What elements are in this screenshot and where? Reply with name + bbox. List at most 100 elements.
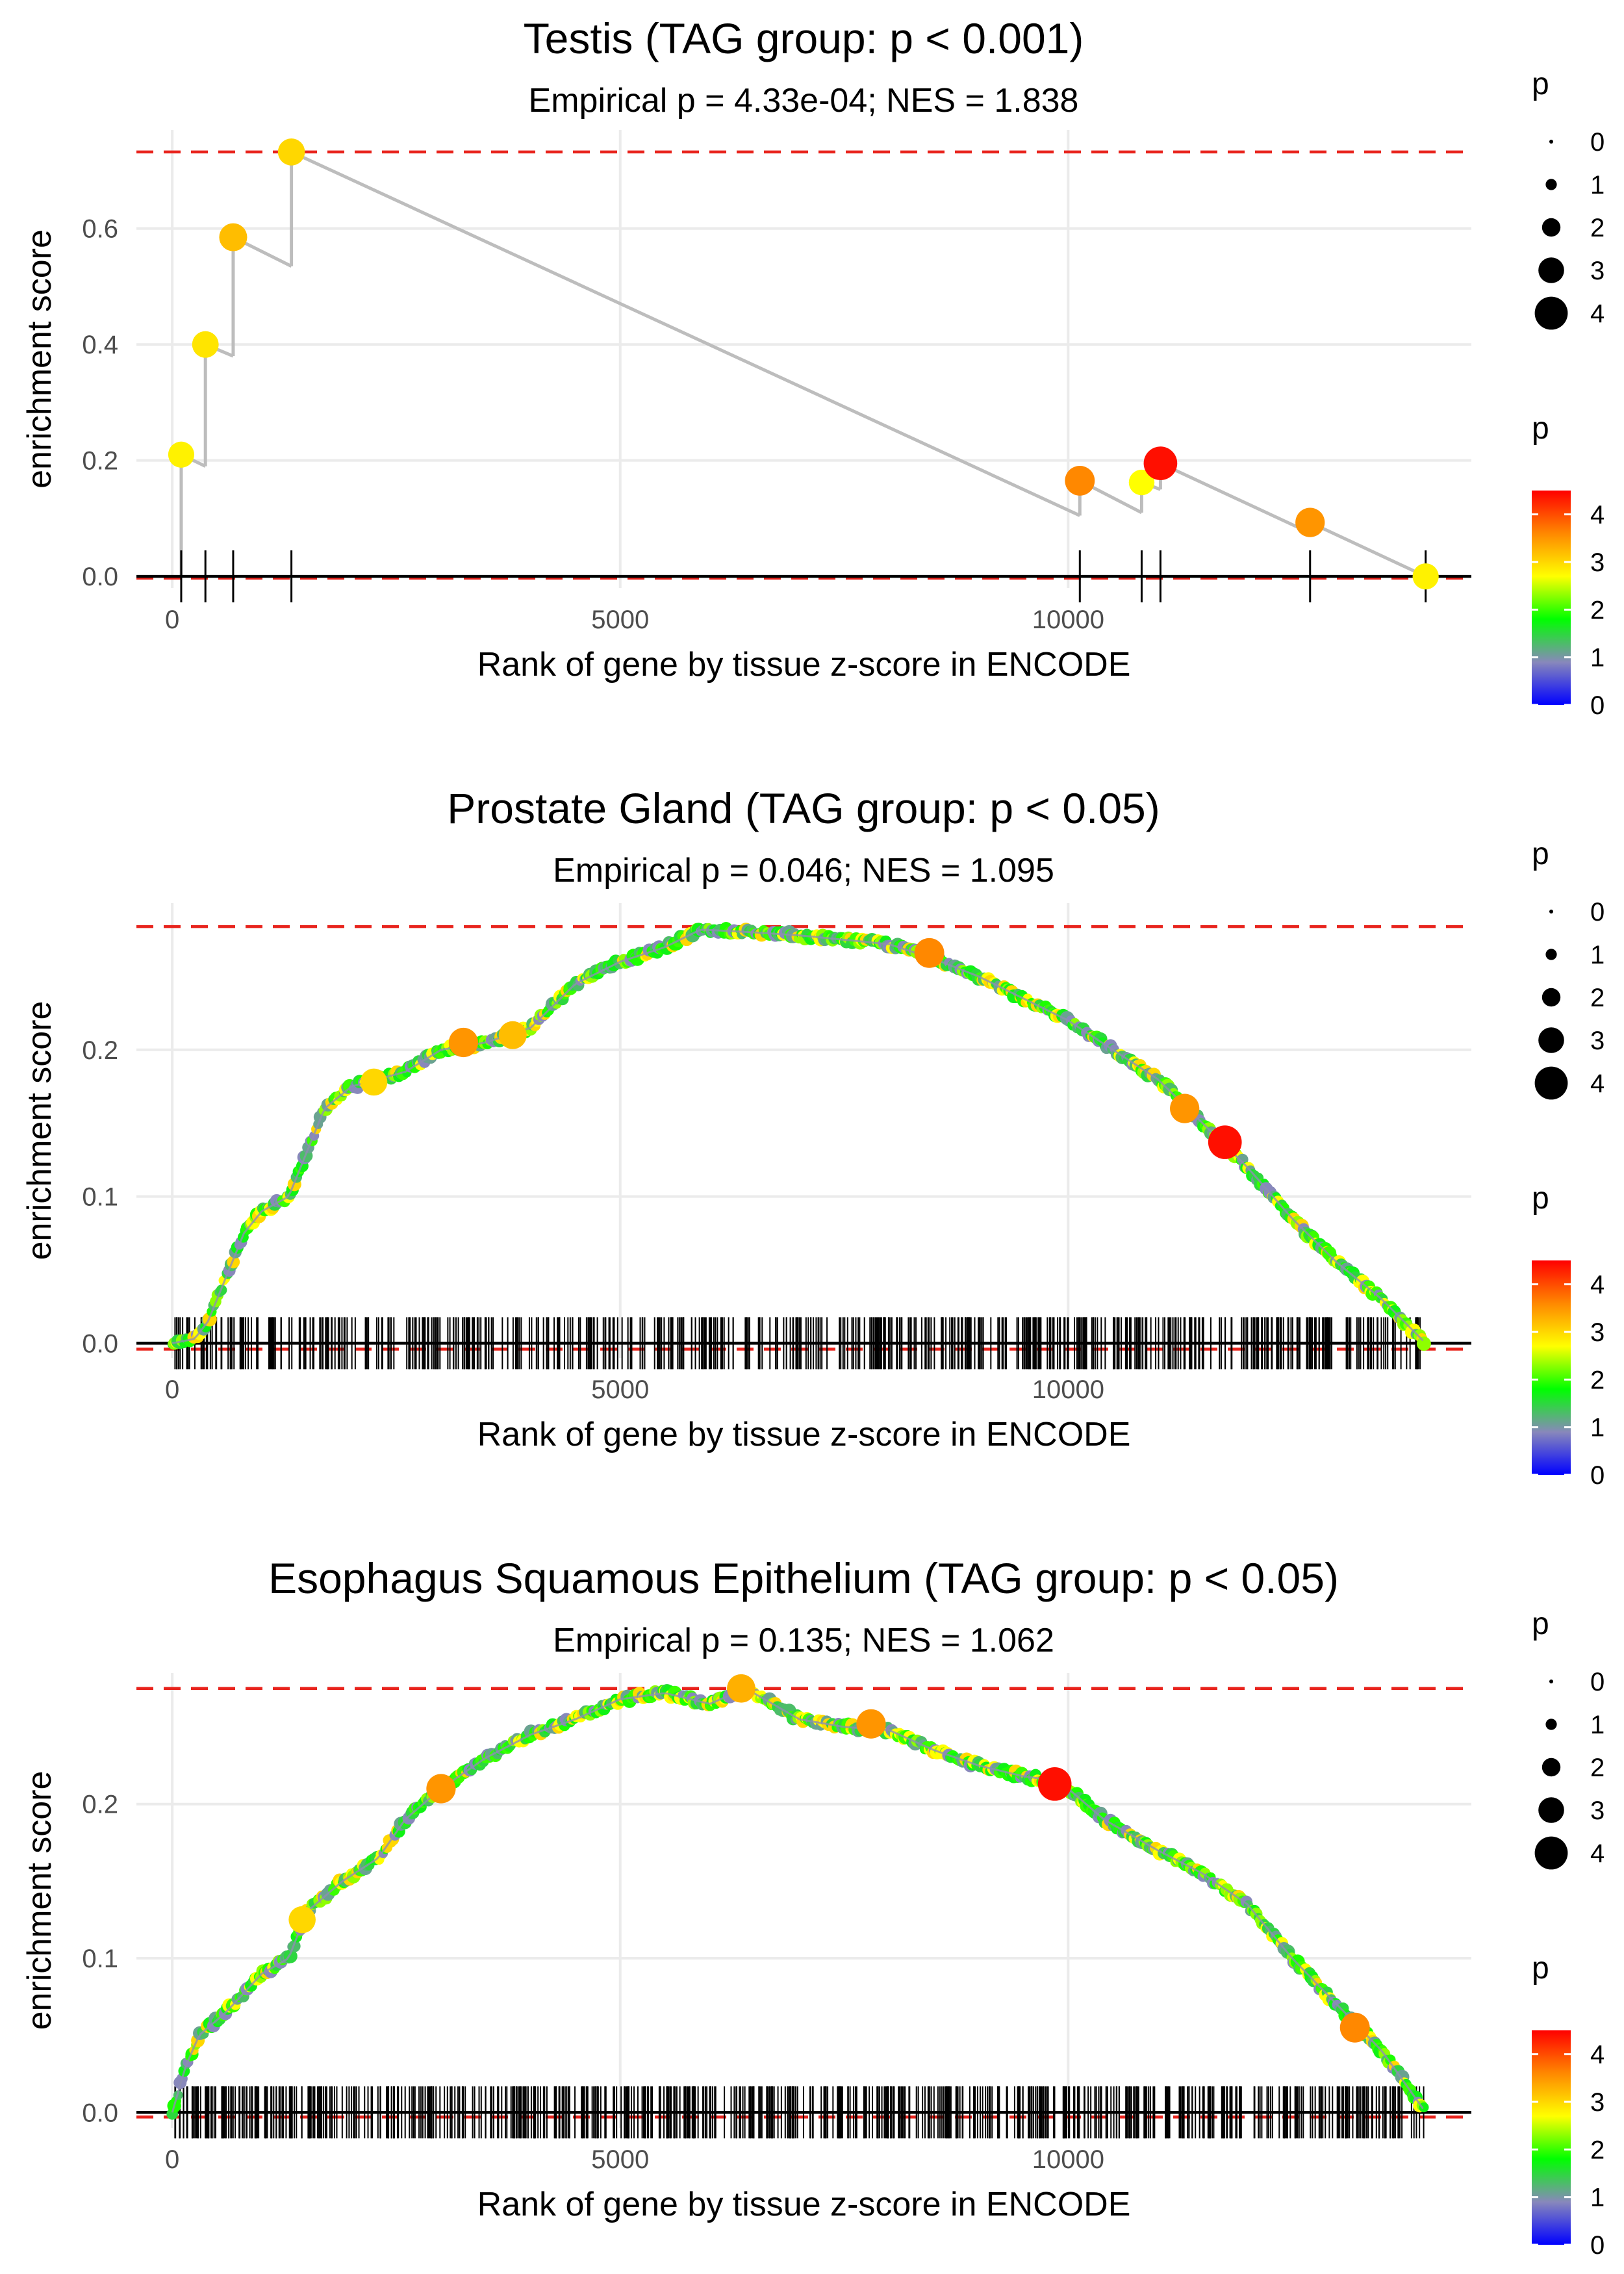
data-point — [219, 223, 247, 251]
data-point — [1143, 446, 1178, 480]
chart-title: Testis (TAG group: p < 0.001) — [524, 14, 1084, 62]
color-legend-label: 2 — [1590, 1366, 1605, 1394]
highlight-point — [1339, 2012, 1370, 2043]
size-legend-label: 2 — [1590, 984, 1605, 1012]
size-legend-dot — [1542, 218, 1561, 237]
data-point — [192, 331, 219, 358]
size-legend-title: p — [1532, 67, 1549, 101]
y-tick-label: 0.6 — [82, 215, 118, 244]
data-point — [1295, 507, 1325, 537]
x-axis-title: Rank of gene by tissue z-score in ENCODE — [477, 2186, 1131, 2223]
x-tick-label: 0 — [165, 2145, 179, 2174]
color-legend-label: 3 — [1590, 1318, 1605, 1347]
x-tick-label: 10000 — [1032, 606, 1104, 634]
color-legend-label: 0 — [1590, 1461, 1605, 1490]
color-legend-label: 1 — [1590, 1414, 1605, 1442]
x-axis-title: Rank of gene by tissue z-score in ENCODE — [477, 1416, 1131, 1453]
y-tick-label: 0.0 — [82, 2099, 118, 2127]
y-tick-label: 0.1 — [82, 1945, 118, 1973]
size-legend-dot — [1538, 257, 1564, 283]
color-legend-bar — [1532, 1260, 1571, 1475]
size-legend-label: 2 — [1590, 1754, 1605, 1782]
es-dense-points — [167, 922, 1431, 1351]
chart-subtitle: Empirical p = 4.33e-04; NES = 1.838 — [529, 82, 1079, 120]
highlight-point — [426, 1774, 456, 1804]
y-axis-title: enrichment score — [21, 1771, 58, 2030]
color-legend-bar — [1532, 491, 1571, 705]
chart-panel-2: Prostate Gland (TAG group: p < 0.05) Empi… — [21, 784, 1605, 1490]
chart-subtitle: Empirical p = 0.046; NES = 1.095 — [553, 852, 1054, 889]
es-decay-segment — [1309, 520, 1427, 578]
color-legend-label: 1 — [1590, 644, 1605, 672]
data-point — [1128, 469, 1155, 496]
y-tick-label: 0.2 — [82, 447, 118, 476]
size-legend-label: 4 — [1590, 1839, 1605, 1868]
size-legend-dot — [1545, 949, 1557, 960]
y-tick-label: 0.0 — [82, 1329, 118, 1358]
size-legend-title: p — [1532, 1607, 1549, 1641]
size-legend-dot — [1538, 1027, 1564, 1053]
color-legend-label: 0 — [1590, 2231, 1605, 2260]
chart-subtitle: Empirical p = 0.135; NES = 1.062 — [553, 1622, 1054, 1659]
color-legend-label: 4 — [1590, 1271, 1605, 1299]
color-legend-title: p — [1532, 1951, 1549, 1986]
es-point — [1416, 1336, 1431, 1351]
es-line — [171, 1687, 1424, 2113]
chart-panel-1: Testis (TAG group: p < 0.001) Empirical p… — [21, 14, 1605, 720]
color-legend-label: 2 — [1590, 596, 1605, 624]
x-tick-label: 5000 — [591, 606, 649, 634]
gridlines — [136, 130, 1471, 588]
color-legend-label: 0 — [1590, 691, 1605, 720]
highlight-point — [856, 1709, 886, 1739]
size-legend-dot — [1545, 1718, 1557, 1730]
highlight-point — [727, 1674, 755, 1703]
color-legend-label: 3 — [1590, 2088, 1605, 2117]
highlight-point — [1170, 1093, 1200, 1123]
data-point — [168, 441, 195, 468]
size-legend-dot — [1542, 1757, 1561, 1777]
size-legend-label: 1 — [1590, 171, 1605, 199]
size-legend-label: 0 — [1590, 128, 1605, 157]
size-legend-label: 3 — [1590, 257, 1605, 285]
size-legend-label: 2 — [1590, 214, 1605, 242]
size-legend-dot — [1534, 1836, 1568, 1870]
highlight-point — [1208, 1125, 1242, 1159]
size-legend-dot — [1534, 1066, 1568, 1100]
color-legend-label: 2 — [1590, 2136, 1605, 2164]
size-legend-dot — [1538, 1797, 1564, 1823]
gridlines — [136, 1673, 1471, 2128]
size-legend-dot — [1549, 1680, 1553, 1683]
highlight-point — [448, 1027, 479, 1058]
y-tick-label: 0.2 — [82, 1036, 118, 1065]
color-legend-label: 4 — [1590, 2041, 1605, 2069]
y-axis-title: enrichment score — [21, 229, 58, 489]
size-legend-dot — [1549, 910, 1553, 913]
es-path — [179, 150, 1427, 578]
x-tick-label: 10000 — [1032, 2145, 1104, 2174]
size-legend-label: 3 — [1590, 1796, 1605, 1825]
color-legend-label: 1 — [1590, 2184, 1605, 2212]
color-legend-label: 3 — [1590, 548, 1605, 577]
es-decay-segment — [290, 150, 1081, 517]
highlight-point — [914, 938, 945, 968]
highlight-point — [1037, 1767, 1072, 1801]
y-tick-label: 0.4 — [82, 331, 118, 359]
es-decay-segment — [1160, 461, 1311, 535]
color-legend-title: p — [1532, 1181, 1549, 1216]
x-axis-title: Rank of gene by tissue z-score in ENCODE — [477, 646, 1131, 683]
size-legend-label: 0 — [1590, 898, 1605, 926]
data-point — [1412, 563, 1439, 590]
y-tick-label: 0.0 — [82, 563, 118, 591]
x-tick-label: 0 — [165, 606, 179, 634]
x-tick-label: 5000 — [591, 1375, 649, 1404]
chart-title: Esophagus Squamous Epithelium (TAG group… — [268, 1554, 1339, 1602]
data-point — [277, 138, 305, 166]
highlight-point — [288, 1906, 316, 1934]
highlight-point — [360, 1068, 388, 1096]
size-legend-label: 1 — [1590, 941, 1605, 969]
size-legend-dot — [1545, 179, 1557, 190]
y-tick-label: 0.1 — [82, 1183, 118, 1212]
chart-title: Prostate Gland (TAG group: p < 0.05) — [447, 784, 1160, 832]
color-legend-title: p — [1532, 411, 1549, 446]
